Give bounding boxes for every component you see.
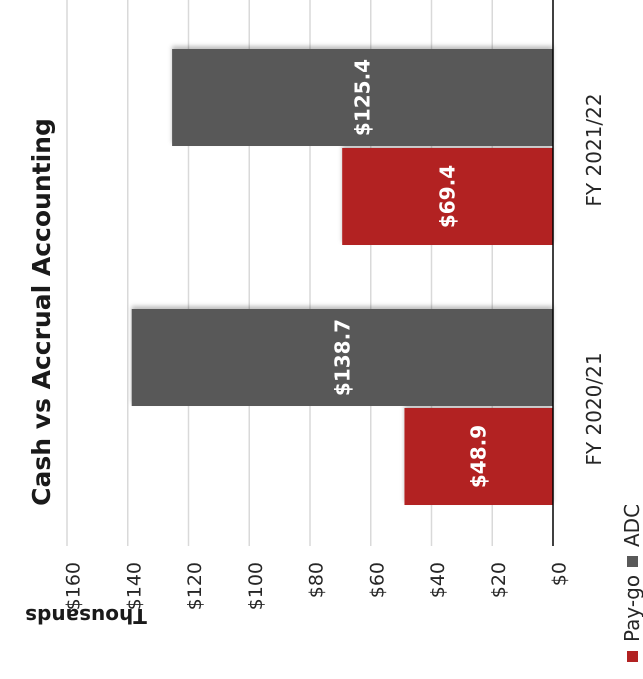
legend-label: ADC — [620, 504, 643, 547]
bar-adc-1 — [172, 49, 553, 146]
bar-labels: $48.9 $138.7 $69.4 $125.4 — [330, 59, 490, 488]
value-tick-label: $20 — [488, 562, 510, 598]
legend-swatch — [627, 556, 638, 567]
bar-value-label: $138.7 — [330, 319, 354, 396]
bar-pay-go-1 — [342, 148, 553, 245]
value-tick-label: $60 — [366, 562, 388, 598]
bar-value-label: $69.4 — [436, 165, 460, 228]
category-label: FY 2021/22 — [582, 93, 606, 206]
value-tick-label: $120 — [184, 562, 206, 610]
value-tick-label: $160 — [63, 562, 85, 610]
legend-item-pay-go: Pay-go — [620, 575, 643, 662]
value-axis: $0 $20 $40 $60 $80 $100 $120 $140 $160 — [63, 562, 571, 610]
bar-adc-0 — [131, 309, 554, 406]
chart-title: Cash vs Accrual Accounting — [27, 118, 56, 506]
value-tick-label: $140 — [123, 562, 145, 610]
unit-label: Thousands — [25, 604, 147, 628]
category-axis: FY 2020/21 FY 2021/22 — [582, 93, 606, 465]
legend-item-adc: ADC — [620, 504, 643, 567]
legend: Pay-go ADC — [620, 504, 643, 662]
value-tick-label: $80 — [306, 562, 328, 598]
bar-value-label: $125.4 — [351, 59, 375, 136]
bar-value-label: $48.9 — [467, 425, 491, 488]
bar-pay-go-0 — [404, 408, 553, 505]
legend-label: Pay-go — [620, 575, 643, 642]
value-tick-label: $100 — [245, 562, 267, 610]
category-label: FY 2020/21 — [582, 352, 606, 465]
value-tick-label: $0 — [549, 562, 571, 586]
legend-swatch — [627, 651, 638, 662]
bars — [131, 49, 554, 505]
value-tick-label: $40 — [427, 562, 449, 598]
